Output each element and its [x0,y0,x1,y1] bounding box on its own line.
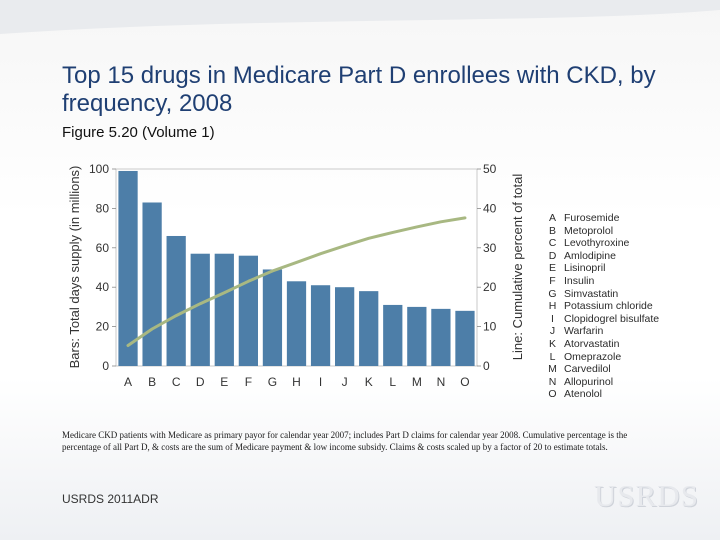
left-tick-label: 0 [102,359,109,373]
left-axis-title: Bars: Total days supply (in millions) [67,166,82,369]
slide-corner-decoration [0,0,720,34]
footnote: Medicare CKD patients with Medicare as p… [62,430,628,452]
bar-M [407,306,427,366]
x-tick-label: I [319,375,322,389]
cumulative-percent-line [126,216,467,347]
bar-A [118,170,138,366]
legend-item: F Insulin [541,275,659,288]
right-axis-title: Line: Cumulative percent of total [510,174,525,361]
x-tick-label: M [412,375,422,389]
legend-drug-name: Atorvastatin [564,337,620,350]
legend-letter: O [548,388,557,401]
bar-N [431,308,451,366]
legend-item: C Levothyroxine [541,237,659,250]
legend-item: N Allopurinol [541,376,659,389]
legend-letter: A [548,212,556,224]
x-tick-label: O [460,375,469,389]
legend-letter: G [548,287,557,300]
legend-letter: N [548,375,557,388]
left-tick-label: 60 [96,241,110,255]
legend-drug-name: Allopurinol [564,375,614,388]
legend-letter: J [549,325,556,338]
right-tick-label: 20 [483,280,497,294]
bar-H [286,281,307,366]
legend-letter: H [548,300,557,313]
legend-item: J Warfarin [541,325,659,338]
legend-letter: D [548,249,557,262]
legend-item: B Metoprolol [541,225,659,238]
legend-item: G Simvastatin [541,288,659,301]
legend-drug-name: Amlodipine [564,249,616,262]
x-tick-label: K [365,375,373,389]
figure-subtitle: Figure 5.20 (Volume 1) [62,124,215,141]
left-tick-label: 20 [96,320,110,334]
bar-B [142,202,162,366]
x-tick-label: A [124,375,132,389]
source-footer: USRDS 2011ADR [62,492,159,506]
legend-letter: E [548,262,556,275]
page-title: Top 15 drugs in Medicare Part D enrollee… [62,62,656,117]
legend-drug-name: Clopidogrel bisulfate [564,312,660,325]
bar-C [166,235,186,366]
bar-I [310,285,331,366]
x-tick-label: F [245,375,252,389]
bar-D [190,253,210,366]
bar-O [455,310,475,366]
x-tick-label: G [268,375,277,389]
legend-drug-name: Omeprazole [564,350,622,363]
x-tick-label: E [220,375,228,389]
legend-letter: K [548,337,556,350]
left-tick-label: 100 [89,162,109,176]
x-tick-label: H [292,375,301,389]
right-tick-label: 50 [483,162,497,176]
legend-drug-name: Lisinopril [564,262,606,275]
bar-E [214,253,234,366]
legend-item: H Potassium chloride [541,300,659,313]
legend-letter: F [549,274,556,287]
legend-letter: C [548,237,557,250]
legend-item: A Furosemide [541,212,659,225]
bar-F [238,255,258,366]
usrds-logo: USRDS [594,478,699,513]
x-tick-label: D [196,375,205,389]
x-tick-label: B [148,375,156,389]
legend-item: D Amlodipine [541,250,659,263]
right-tick-label: 40 [483,201,497,215]
legend-drug-name: Warfarin [564,325,604,338]
legend-drug-name: Simvastatin [564,287,619,300]
legend-drug-name: Levothyroxine [564,237,630,250]
right-tick-label: 30 [483,241,497,255]
right-tick-label: 10 [483,320,497,334]
legend-letter: I [551,312,554,325]
drug-legend: A Furosemide B Metoprolol C Levothyroxine D Aml… [541,212,659,401]
legend-drug-name: Carvedilol [564,363,611,376]
legend-drug-name: Furosemide [564,212,620,224]
x-tick-label: L [389,375,396,389]
bar-G [262,269,283,366]
legend-drug-name: Insulin [564,274,595,287]
x-tick-label: C [172,375,181,389]
bar-K [359,291,379,366]
legend-item: M Carvedilol [541,363,659,376]
legend-item: I Clopidogrel bisulfate [541,313,659,326]
bar-J [335,287,355,366]
legend-drug-name: Metoprolol [564,224,614,237]
legend-letter: B [548,224,556,237]
legend-item: K Atorvastatin [541,338,659,351]
legend-drug-name: Atenolol [564,388,602,401]
x-tick-label: N [437,375,446,389]
left-tick-label: 80 [96,201,110,215]
left-tick-label: 40 [96,280,110,294]
legend-item: E Lisinopril [541,262,659,275]
x-tick-label: J [342,375,348,389]
legend-drug-name: Potassium chloride [564,300,653,313]
legend-letter: M [548,363,557,376]
legend-letter: L [549,350,556,363]
legend-item: O Atenolol [541,388,659,401]
right-tick-label: 0 [483,359,490,373]
bar-L [383,304,403,366]
legend-item: L Omeprazole [541,351,659,364]
